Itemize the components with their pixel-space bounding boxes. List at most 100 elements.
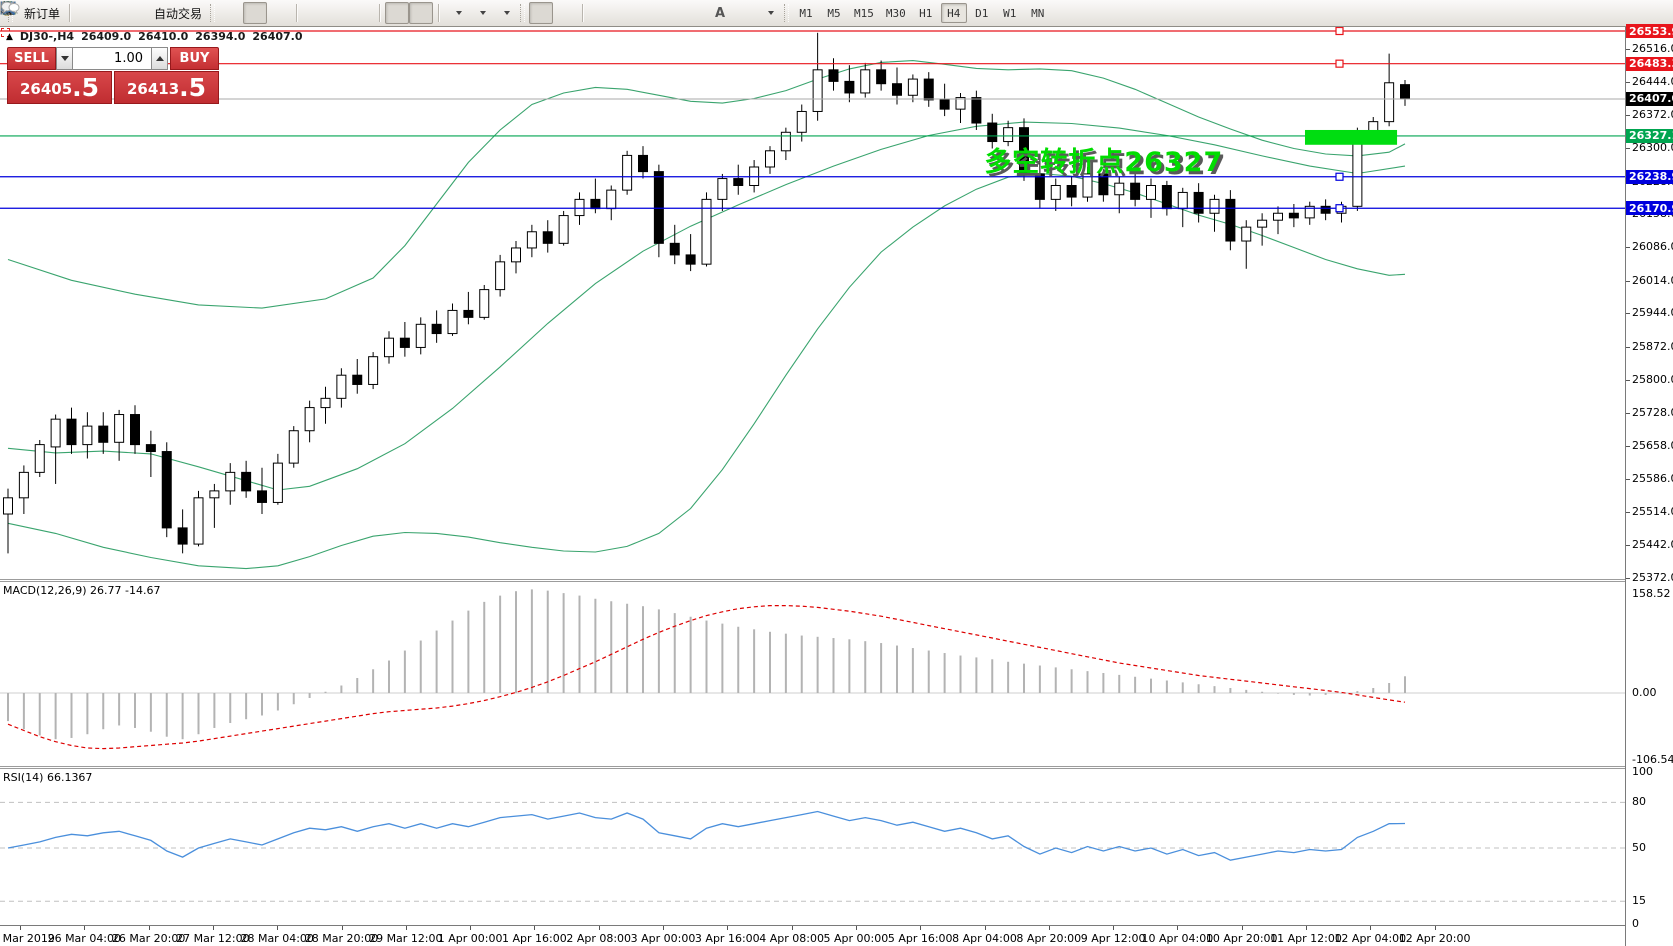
time-axis-label: 11 Apr 12:00	[1270, 932, 1342, 945]
chart-shift-button[interactable]	[1, 2, 434, 24]
new-order-label: 新订单	[24, 6, 61, 21]
text-button[interactable]: A	[708, 2, 732, 24]
time-tick-mark	[598, 926, 600, 930]
auto-scroll-button[interactable]	[1, 2, 410, 24]
templates-dropdown-caret	[503, 11, 510, 15]
timeframe-button-d1[interactable]: D1	[975, 6, 989, 20]
fibonacci-button[interactable]: F	[2, 2, 708, 24]
candle-body	[177, 527, 188, 545]
candle-body	[812, 69, 823, 112]
macd-chart	[0, 589, 1625, 750]
trendline-button[interactable]	[1, 2, 660, 24]
toolbar-drag-handle[interactable]	[520, 4, 526, 22]
text-label-button[interactable]: T	[1, 1, 756, 24]
time-axis-label: 28 Mar 20:00	[304, 932, 379, 945]
cursor-button[interactable]	[4, 1, 554, 24]
candle-body	[352, 374, 363, 385]
timeframe-button-mn[interactable]: MN	[1031, 6, 1045, 20]
one-click-collapse-arrow[interactable]: ▲	[6, 31, 13, 42]
pane-separator[interactable]	[0, 579, 1673, 582]
time-tick-mark	[1048, 926, 1050, 930]
price-tick-label: 25514.0	[1632, 505, 1673, 519]
crosshair-button[interactable]	[1, 1, 577, 24]
timeframe-button-h4[interactable]: H4	[940, 3, 967, 23]
history-center-button[interactable]	[1, 2, 99, 24]
signals-button[interactable]	[1, 1, 147, 24]
macd-indicator-pane[interactable]: MACD(12,26,9) 26.77 -14.67	[0, 582, 1625, 766]
zoom-out-button[interactable]	[1, 1, 350, 24]
chart-corner-marker	[1, 28, 10, 37]
price-level-badge: 26327.1	[1626, 128, 1673, 143]
timeframe-button-m5[interactable]: M5	[827, 6, 841, 20]
tile-windows-button[interactable]	[0, 1, 374, 24]
price-tick-label: 25658.0	[1632, 438, 1673, 452]
price-tick-label: 26516.0	[1632, 41, 1673, 55]
candle-body	[653, 171, 664, 244]
candle-body	[3, 497, 13, 515]
time-tick-mark	[470, 926, 472, 930]
candle-body	[844, 80, 855, 94]
pane-separator[interactable]	[0, 766, 1673, 769]
time-tick-mark	[84, 926, 86, 930]
main-chart-pane[interactable]: ▲ DJ30-,H4 26409.0 26410.0 26394.0 26407…	[0, 27, 1625, 579]
timeframe-button-m30[interactable]: M30	[885, 6, 906, 20]
time-axis-label: 5 Apr 16:00	[887, 932, 953, 945]
rsi-indicator-pane[interactable]: RSI(14) 66.1367	[0, 769, 1625, 925]
toolbar-drag-handle[interactable]	[784, 4, 790, 22]
candle-body	[733, 178, 744, 186]
buy-button[interactable]: BUY	[170, 47, 219, 70]
templates-button[interactable]	[1, 1, 516, 24]
search-button[interactable]	[1, 1, 1633, 24]
price-tick-label: 25586.0	[1632, 471, 1673, 485]
arrows-button[interactable]	[5, 2, 780, 24]
time-tick-mark	[1177, 926, 1179, 930]
buy-price-display[interactable]: 26413 .5	[114, 71, 219, 104]
price-tick-label: 25944.0	[1632, 306, 1673, 320]
volume-increase-button[interactable]	[151, 47, 168, 70]
candle-body	[336, 374, 347, 399]
time-axis-label: 12 Apr 04:00	[1334, 932, 1407, 945]
chart-bars-button[interactable]	[1, 2, 243, 24]
time-tick-mark	[341, 926, 343, 930]
vertical-line-button[interactable]	[7, 2, 612, 24]
volume-input[interactable]: 1.00	[73, 47, 151, 70]
timeframe-button-m1[interactable]: M1	[799, 6, 813, 20]
chat-button[interactable]	[1, 1, 1663, 24]
new-order-button[interactable]: 新订单	[0, 1, 64, 24]
candle-body	[161, 451, 172, 529]
price-tick-label: 26372.0	[1632, 108, 1673, 122]
zoom-in-button[interactable]	[1, 1, 326, 24]
toolbar-drag-handle[interactable]	[210, 4, 216, 22]
timeframe-button-h1[interactable]: H1	[919, 6, 933, 20]
timeframe-button-m15[interactable]: M15	[854, 6, 874, 20]
timeframe-button-w1[interactable]: W1	[1003, 6, 1017, 20]
time-axis-label: 5 Apr 00:00	[823, 932, 889, 945]
indicators-button[interactable]	[0, 1, 468, 24]
periods-button[interactable]	[1, 1, 492, 24]
chart-candles-button[interactable]	[1, 1, 268, 24]
equidistant-channel-button[interactable]: E	[0, 1, 684, 24]
sell-price-display[interactable]: 26405 .5	[7, 71, 112, 104]
time-tick-mark	[1434, 926, 1436, 930]
price-axis[interactable]: 26516.026444.026372.026300.026228.026158…	[1625, 24, 1673, 946]
candle-body	[193, 497, 204, 545]
sell-button[interactable]: SELL	[7, 47, 56, 70]
volume-decrease-button[interactable]	[56, 47, 73, 70]
profile-button[interactable]	[0, 1, 123, 24]
time-tick-mark	[984, 926, 986, 930]
candle-body	[50, 418, 61, 448]
chart-line-button[interactable]	[0, 2, 291, 24]
macd-axis-label: 0.00	[1632, 686, 1657, 699]
time-axis-label: 1 Apr 16:00	[502, 932, 567, 945]
horizontal-line-button[interactable]	[2, 2, 636, 24]
time-axis-label: 29 Mar 12:00	[369, 932, 443, 945]
price-tick-label: 25800.0	[1632, 372, 1673, 386]
candle-body	[1098, 173, 1109, 196]
sell-price-frac: .5	[72, 73, 100, 102]
rsi-label: RSI(14) 66.1367	[3, 771, 93, 784]
autotrading-button[interactable]: 自动交易	[0, 2, 206, 24]
chart-annotation-text[interactable]: 多空转折点26327	[984, 147, 1224, 179]
candle-body	[780, 131, 791, 152]
candle-body	[18, 471, 29, 499]
